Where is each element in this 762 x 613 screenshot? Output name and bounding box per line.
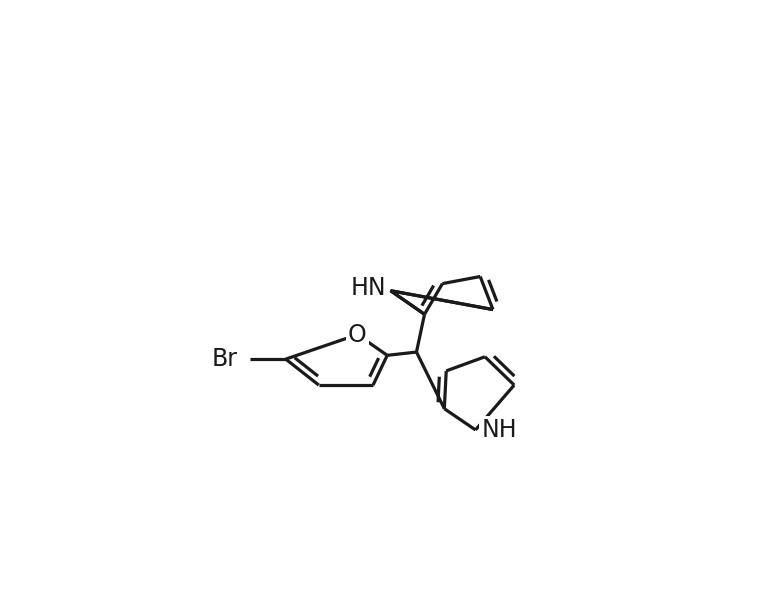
Text: NH: NH [481,418,517,442]
Text: Br: Br [211,347,238,371]
Text: HN: HN [351,276,386,300]
Text: O: O [348,322,367,346]
